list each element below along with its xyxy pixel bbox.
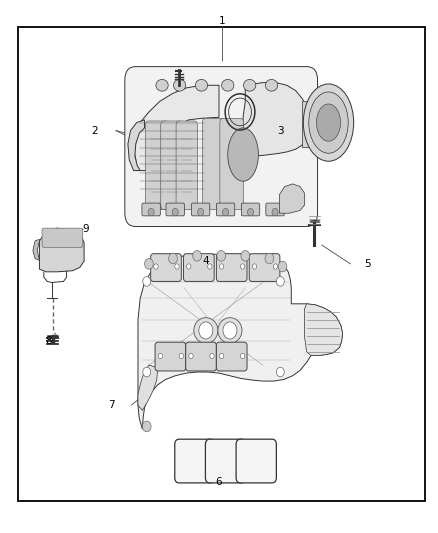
FancyBboxPatch shape bbox=[175, 439, 215, 483]
Circle shape bbox=[193, 251, 201, 261]
Text: 2: 2 bbox=[91, 126, 98, 135]
Text: 4: 4 bbox=[202, 256, 209, 266]
FancyBboxPatch shape bbox=[161, 121, 183, 209]
Circle shape bbox=[187, 264, 191, 269]
Ellipse shape bbox=[194, 318, 218, 343]
Circle shape bbox=[172, 208, 178, 216]
FancyBboxPatch shape bbox=[216, 254, 247, 281]
Ellipse shape bbox=[195, 79, 208, 91]
Ellipse shape bbox=[222, 79, 234, 91]
Circle shape bbox=[179, 353, 184, 359]
Polygon shape bbox=[128, 120, 145, 171]
Circle shape bbox=[273, 264, 278, 269]
Ellipse shape bbox=[228, 128, 258, 181]
Circle shape bbox=[276, 367, 284, 377]
Ellipse shape bbox=[218, 318, 242, 343]
Polygon shape bbox=[138, 365, 158, 410]
Circle shape bbox=[199, 322, 213, 339]
Circle shape bbox=[247, 208, 254, 216]
Circle shape bbox=[169, 253, 177, 264]
Circle shape bbox=[189, 353, 193, 359]
FancyBboxPatch shape bbox=[184, 254, 214, 281]
Text: 5: 5 bbox=[364, 259, 371, 269]
Circle shape bbox=[223, 208, 229, 216]
Circle shape bbox=[143, 367, 151, 377]
FancyBboxPatch shape bbox=[176, 121, 198, 209]
FancyBboxPatch shape bbox=[236, 439, 276, 483]
FancyBboxPatch shape bbox=[220, 118, 244, 209]
FancyBboxPatch shape bbox=[42, 228, 83, 247]
Circle shape bbox=[158, 353, 162, 359]
Circle shape bbox=[217, 251, 226, 261]
FancyBboxPatch shape bbox=[142, 203, 160, 216]
Text: 7: 7 bbox=[108, 400, 115, 410]
Polygon shape bbox=[279, 184, 304, 213]
Circle shape bbox=[143, 277, 151, 286]
Circle shape bbox=[210, 353, 214, 359]
FancyBboxPatch shape bbox=[216, 342, 247, 371]
Polygon shape bbox=[304, 304, 343, 356]
FancyBboxPatch shape bbox=[249, 254, 280, 281]
FancyBboxPatch shape bbox=[125, 67, 318, 227]
Circle shape bbox=[219, 264, 224, 269]
Circle shape bbox=[223, 322, 237, 339]
Polygon shape bbox=[39, 228, 84, 272]
Circle shape bbox=[278, 261, 287, 272]
Circle shape bbox=[241, 251, 250, 261]
Circle shape bbox=[240, 353, 245, 359]
Polygon shape bbox=[33, 239, 39, 260]
FancyBboxPatch shape bbox=[151, 254, 181, 281]
Ellipse shape bbox=[265, 79, 278, 91]
FancyBboxPatch shape bbox=[145, 121, 169, 209]
Circle shape bbox=[142, 421, 151, 432]
Circle shape bbox=[154, 264, 158, 269]
Circle shape bbox=[198, 208, 204, 216]
FancyBboxPatch shape bbox=[241, 203, 260, 216]
Ellipse shape bbox=[309, 92, 348, 153]
FancyBboxPatch shape bbox=[205, 439, 246, 483]
Ellipse shape bbox=[303, 84, 354, 161]
Circle shape bbox=[208, 264, 212, 269]
Ellipse shape bbox=[156, 79, 168, 91]
Polygon shape bbox=[134, 85, 219, 171]
FancyBboxPatch shape bbox=[166, 203, 184, 216]
Bar bbox=[18, 27, 425, 501]
Circle shape bbox=[219, 353, 224, 359]
Polygon shape bbox=[138, 254, 343, 429]
Circle shape bbox=[145, 259, 153, 269]
Text: 8: 8 bbox=[46, 336, 53, 346]
Ellipse shape bbox=[244, 79, 256, 91]
Circle shape bbox=[272, 208, 278, 216]
Circle shape bbox=[148, 208, 154, 216]
Text: 6: 6 bbox=[215, 478, 223, 487]
FancyBboxPatch shape bbox=[186, 342, 216, 371]
FancyBboxPatch shape bbox=[302, 101, 333, 147]
Ellipse shape bbox=[316, 104, 341, 141]
FancyBboxPatch shape bbox=[155, 342, 186, 371]
Circle shape bbox=[175, 264, 179, 269]
Text: 9: 9 bbox=[82, 224, 89, 234]
Circle shape bbox=[252, 264, 257, 269]
FancyBboxPatch shape bbox=[216, 203, 235, 216]
Circle shape bbox=[276, 277, 284, 286]
Text: 3: 3 bbox=[277, 126, 284, 135]
Ellipse shape bbox=[173, 79, 186, 91]
FancyBboxPatch shape bbox=[191, 203, 210, 216]
FancyBboxPatch shape bbox=[266, 203, 284, 216]
Text: 1: 1 bbox=[219, 17, 226, 26]
Polygon shape bbox=[243, 83, 309, 156]
Circle shape bbox=[240, 264, 245, 269]
Circle shape bbox=[265, 253, 274, 264]
FancyBboxPatch shape bbox=[202, 118, 227, 209]
